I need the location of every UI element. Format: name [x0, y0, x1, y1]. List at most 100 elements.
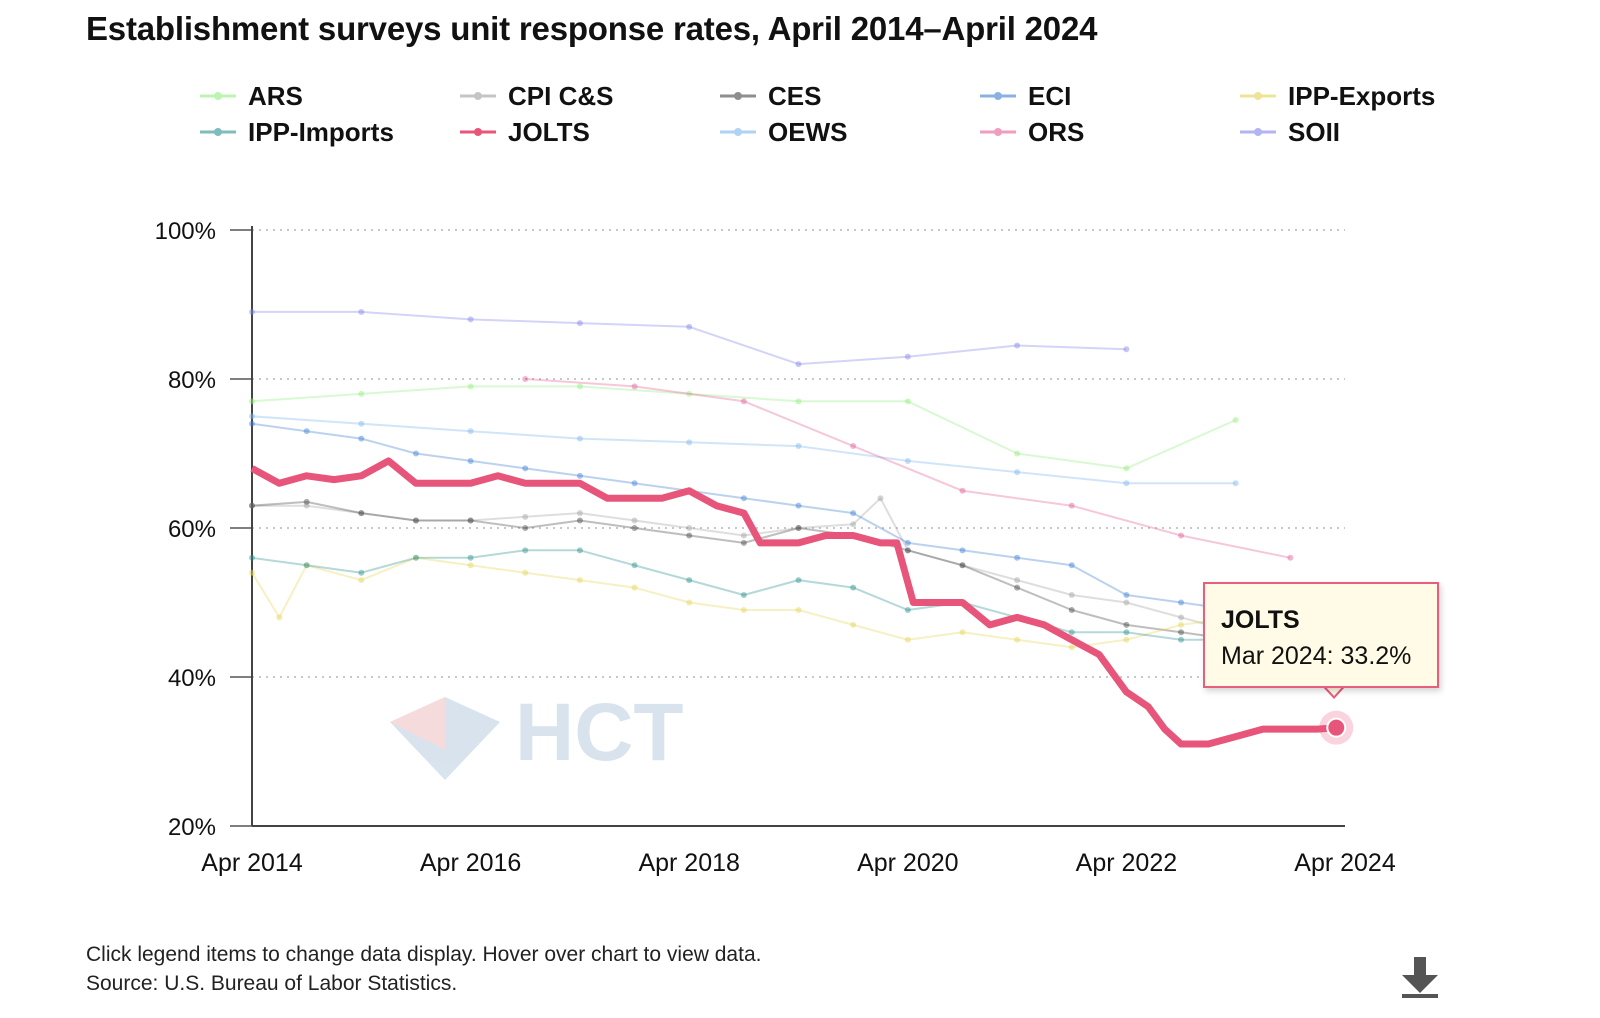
series-line-cpi-c-s	[252, 497, 1346, 649]
legend-item-ors[interactable]: ORS	[978, 114, 1084, 150]
y-tick-label: 80%	[168, 367, 216, 394]
legend-marker-icon	[720, 128, 756, 136]
legend-label: ARS	[248, 80, 303, 111]
legend-item-ipp-exports[interactable]: IPP-Exports	[1238, 78, 1435, 114]
y-tick-label: 100%	[155, 218, 216, 245]
series-line-ors	[525, 378, 1291, 559]
svg-text:HCT: HCT	[515, 687, 684, 778]
data-point	[904, 539, 911, 546]
series-line-ces	[251, 500, 1345, 649]
data-point	[576, 383, 583, 390]
legend-label: IPP-Exports	[1288, 80, 1436, 111]
data-point	[1123, 465, 1130, 472]
data-point	[412, 517, 419, 524]
data-point	[1014, 450, 1021, 457]
tooltip-value: Mar 2024: 33.2%	[1221, 642, 1412, 670]
data-point	[850, 521, 857, 528]
data-point	[1232, 480, 1239, 487]
x-tick-label: Apr 2022	[1076, 849, 1177, 877]
data-point	[1123, 629, 1130, 636]
data-point	[1068, 606, 1075, 613]
data-point	[1178, 614, 1185, 621]
data-point	[1123, 346, 1130, 353]
data-point	[1123, 621, 1130, 628]
data-point	[276, 614, 283, 621]
data-point	[303, 562, 310, 569]
y-tick-label: 40%	[168, 665, 216, 692]
data-point	[631, 517, 638, 524]
data-point	[358, 420, 365, 427]
legend-marker-icon	[200, 128, 236, 136]
data-point	[576, 510, 583, 517]
tooltip-arrow-inner	[1324, 685, 1344, 696]
data-point	[358, 510, 365, 517]
legend-label: CES	[768, 80, 822, 111]
data-point	[1068, 644, 1075, 651]
data-point	[1014, 584, 1021, 591]
footer-source: Source: U.S. Bureau of Labor Statistics.	[86, 972, 458, 995]
series-line-eci	[251, 422, 1346, 619]
data-point	[249, 502, 255, 509]
legend-item-soii[interactable]: SOII	[1238, 114, 1340, 150]
data-point	[249, 554, 255, 561]
legend-marker-icon	[460, 92, 496, 100]
download-arrow-icon[interactable]	[1400, 955, 1440, 999]
data-point	[576, 547, 583, 554]
data-point	[303, 562, 310, 569]
legend-marker-icon	[1240, 128, 1276, 136]
data-point	[467, 383, 474, 390]
data-point	[795, 525, 802, 531]
data-point	[303, 498, 310, 505]
data-point	[1014, 469, 1021, 476]
data-point	[1068, 629, 1075, 636]
data-point	[795, 502, 802, 509]
data-point	[1123, 480, 1130, 487]
data-point	[1178, 636, 1185, 643]
data-point	[358, 577, 365, 584]
series-line-ipp-exports	[251, 556, 1345, 649]
data-point	[795, 443, 802, 450]
data-point	[576, 320, 583, 327]
data-point	[249, 308, 255, 315]
data-point	[686, 532, 693, 539]
data-point	[795, 361, 802, 368]
hct-watermark-logo: HCT	[390, 687, 684, 780]
data-point	[959, 629, 966, 636]
data-point	[1068, 502, 1075, 509]
data-point	[1014, 342, 1021, 349]
data-point	[631, 584, 638, 591]
data-point	[412, 554, 419, 561]
footer-instructions: Click legend items to change data displa…	[86, 943, 762, 966]
legend-item-eci[interactable]: ECI	[978, 78, 1071, 114]
line-chart[interactable]: 20% 40% 60% 80% 100% Apr 2014 Apr 2016 Apr 2018…	[0, 0, 1600, 930]
legend-item-jolts[interactable]: JOLTS	[458, 114, 590, 150]
data-point	[412, 450, 419, 457]
data-point	[904, 353, 911, 360]
data-point	[795, 577, 802, 584]
data-point	[522, 525, 529, 531]
legend-label: ECI	[1028, 80, 1072, 111]
data-point	[740, 592, 747, 599]
legend-item-ces[interactable]: CES	[718, 78, 821, 114]
legend-marker-icon	[720, 92, 756, 100]
data-point	[1068, 592, 1075, 599]
data-point	[850, 510, 857, 517]
legend-item-ars[interactable]: ARS	[198, 78, 303, 114]
legend-item-oews[interactable]: OEWS	[718, 114, 847, 150]
data-point	[249, 413, 255, 420]
data-point	[740, 539, 747, 546]
legend-label: CPI C&S	[508, 80, 614, 111]
legend-marker-icon	[1240, 92, 1276, 100]
data-point	[1232, 416, 1239, 423]
legend-item-cpi-cs[interactable]: CPI C&S	[458, 78, 613, 114]
series-line-soii	[252, 310, 1127, 366]
data-point	[1014, 554, 1021, 561]
data-point	[467, 428, 474, 435]
data-point	[576, 472, 583, 479]
data-point	[631, 525, 638, 531]
data-point	[904, 457, 911, 464]
data-point	[576, 435, 583, 442]
legend-item-ipp-imports[interactable]: IPP-Imports	[198, 114, 394, 150]
data-point	[249, 569, 255, 576]
data-point	[795, 525, 802, 531]
